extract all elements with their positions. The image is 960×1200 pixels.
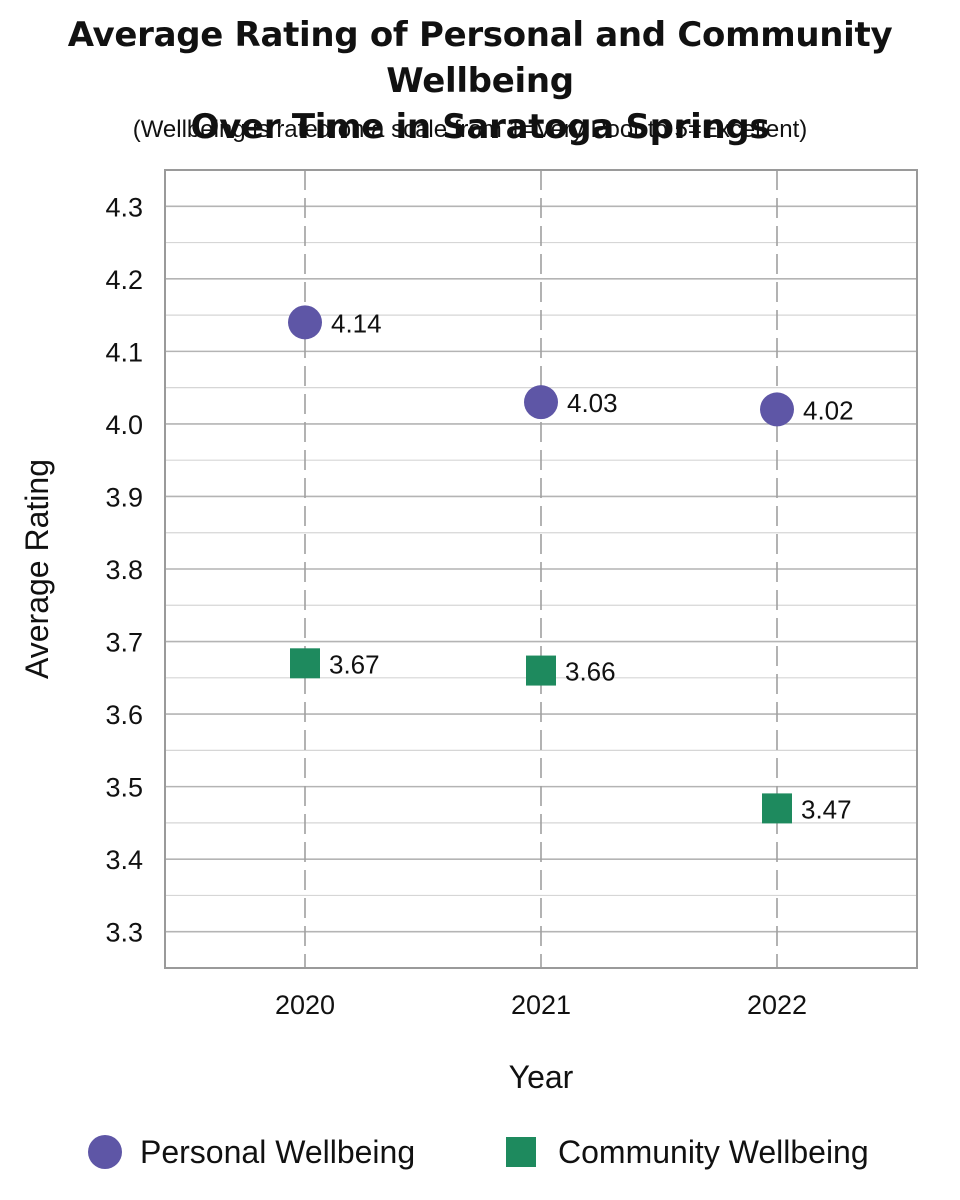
personal-wellbeing-data-label: 4.14 xyxy=(331,308,382,338)
y-tick-label: 4.2 xyxy=(105,265,143,295)
legend-label-community: Community Wellbeing xyxy=(558,1133,869,1170)
community-wellbeing-data-label: 3.47 xyxy=(801,794,852,824)
community-wellbeing-point xyxy=(762,793,792,824)
y-tick-label: 3.8 xyxy=(105,555,143,585)
y-tick-label: 3.5 xyxy=(105,773,143,803)
x-tick-label: 2020 xyxy=(275,990,335,1020)
community-wellbeing-point xyxy=(526,655,556,686)
community-wellbeing-data-label: 3.66 xyxy=(565,657,616,687)
chart-title-line-2: Over Time in Saratoga Springs xyxy=(190,107,770,147)
chart-title: Average Rating of Personal and Community… xyxy=(0,12,960,150)
y-tick-label: 4.3 xyxy=(105,192,143,222)
legend-square-marker xyxy=(506,1137,536,1167)
y-tick-label: 3.9 xyxy=(105,482,143,512)
chart-plot: 3.3 3.4 3.5 3.6 3.7 3.8 3.9 4.0 4.1 4.2 4.3 2020 202… xyxy=(19,169,918,1095)
legend-item-community: Community Wellbeing xyxy=(506,1128,869,1176)
chart-legend: Personal Wellbeing Community Wellbeing xyxy=(0,1128,960,1176)
y-tick-label: 3.7 xyxy=(105,628,143,658)
y-tick-label: 4.1 xyxy=(105,337,143,367)
legend-label-personal: Personal Wellbeing xyxy=(140,1133,416,1170)
y-tick-label: 3.4 xyxy=(105,845,143,875)
legend-item-personal: Personal Wellbeing xyxy=(88,1128,415,1176)
personal-wellbeing-point xyxy=(288,305,322,340)
legend-circle-marker xyxy=(88,1135,122,1169)
community-wellbeing-data-label: 3.67 xyxy=(329,649,380,679)
chart-title-line-1: Average Rating of Personal and Community… xyxy=(67,15,893,101)
personal-wellbeing-data-label: 4.03 xyxy=(567,388,618,418)
community-wellbeing-point xyxy=(290,648,320,679)
y-tick-label: 3.3 xyxy=(105,918,143,948)
x-tick-label: 2021 xyxy=(511,990,571,1020)
plot-border xyxy=(164,169,918,969)
y-axis-title: Average Rating xyxy=(19,459,55,679)
y-tick-label: 4.0 xyxy=(105,410,143,440)
personal-wellbeing-data-label: 4.02 xyxy=(803,395,854,425)
personal-wellbeing-point xyxy=(524,385,558,420)
x-axis-title: Year xyxy=(509,1059,574,1095)
personal-wellbeing-point xyxy=(760,392,794,427)
y-tick-label: 3.6 xyxy=(105,700,143,730)
x-tick-label: 2022 xyxy=(747,990,807,1020)
chart-subtitle: (Wellbeing is rated on a scale from 1=Ve… xyxy=(132,116,808,143)
